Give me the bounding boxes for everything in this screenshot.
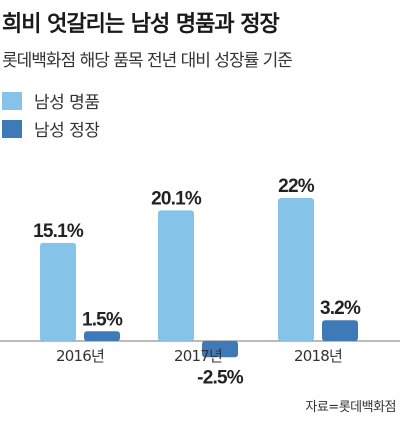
source-note: 자료=롯데백화점 xyxy=(305,400,396,415)
bar-series1-2018년 xyxy=(278,198,314,341)
data-label-series2-2016년: 1.5% xyxy=(82,309,123,330)
bar-series1-2016년 xyxy=(40,242,76,341)
legend-item-series2: 남성 정장 xyxy=(2,116,100,141)
legend-swatch-series2 xyxy=(2,119,22,138)
legend-item-series1: 남성 명품 xyxy=(2,88,100,113)
x-tick-label-2018년: 2018년 xyxy=(294,347,342,365)
bar-series2-2016년 xyxy=(84,331,120,341)
x-tick-label-2016년: 2016년 xyxy=(56,347,104,365)
chart-subtitle: 롯데백화점 해당 품목 전년 대비 성장률 기준 xyxy=(2,51,293,71)
legend-label-series2: 남성 정장 xyxy=(34,121,100,141)
bar-series2-2018년 xyxy=(322,320,358,341)
legend-swatch-series1 xyxy=(2,91,22,110)
legend-label-series1: 남성 명품 xyxy=(34,93,100,113)
data-label-series2-2017년: -2.5% xyxy=(197,367,244,388)
bar-series2-2017년 xyxy=(202,341,238,358)
data-label-series1-2017년: 20.1% xyxy=(151,188,202,209)
chart-title: 희비 엇갈리는 남성 명품과 정장 xyxy=(2,12,280,37)
x-tick-label-2017년: 2017년 xyxy=(174,347,222,365)
data-label-series1-2016년: 15.1% xyxy=(33,221,84,242)
data-label-series2-2018년: 3.2% xyxy=(320,298,361,319)
bar-series1-2017년 xyxy=(158,210,194,341)
data-label-series1-2018년: 22% xyxy=(278,176,315,197)
